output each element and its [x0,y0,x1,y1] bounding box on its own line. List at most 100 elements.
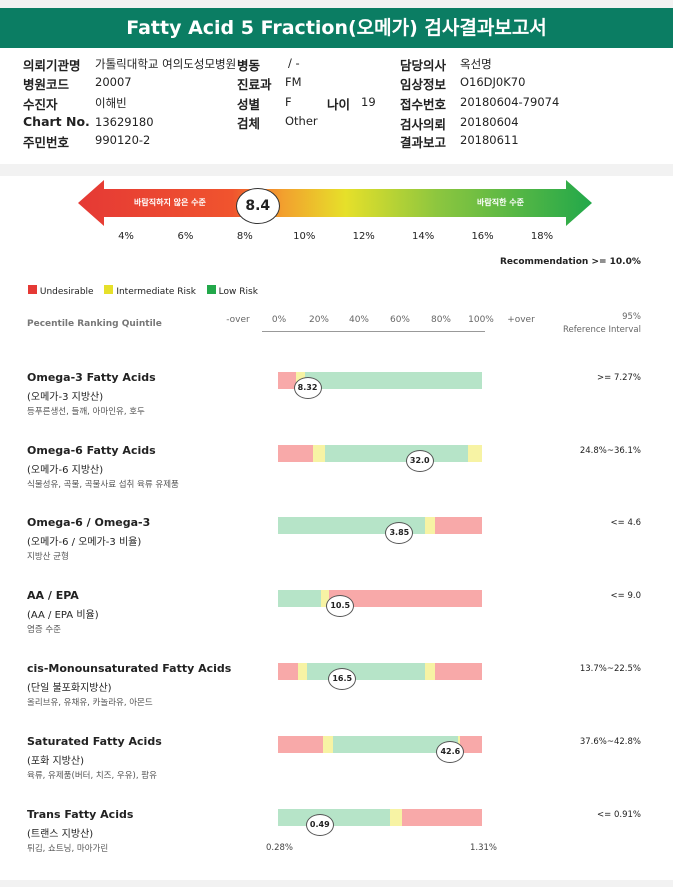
age-value: 19 [361,95,376,109]
ward-value: / - [288,56,300,70]
result-bar [278,663,482,680]
sex-value: F [285,95,292,109]
ref-header-interval: Reference Interval [562,325,641,335]
scale-tick-label: 0% [271,315,287,325]
id-value: 990120-2 [95,133,151,147]
reference-interval: <= 0.91% [597,810,641,820]
legend-low: Low Risk [218,287,258,297]
gauge-tick-label: 8% [236,231,253,242]
bar-segment-red [435,517,482,534]
receipt-label: 접수번호 [400,97,447,112]
result-subtitle: (오메가-6 지방산) [27,465,104,476]
result-subtitle: (오메가-3 지방산) [27,392,104,403]
result-bar [278,517,482,534]
result-subtitle: (트랜스 지방산) [27,829,94,840]
result-note: 올리브유, 유채유, 카놀라유, 아몬드 [27,698,153,708]
result-subtitle: (오메가-6 / 오메가-3 비율) [27,537,142,548]
institution-value: 가톨릭대학교 여의도성모병원 [95,57,237,71]
reference-interval: 13.7%~22.5% [579,664,641,674]
bar-segment-green [278,590,321,607]
bar-segment-red [278,663,299,680]
result-value-marker: 3.85 [385,522,414,544]
bar-segment-yellow [298,663,307,680]
scale-tick-label: 20% [308,315,329,325]
result-title: Omega-3 Fatty Acids [27,371,156,384]
result-note: 육류, 유제품(버터, 치즈, 우유), 팜유 [27,771,157,781]
gauge-tick-label: 18% [530,231,554,242]
receipt-value: 20180604-79074 [460,95,560,109]
examinee-value: 이해빈 [95,96,127,110]
legend-yellow-swatch [104,285,114,294]
dept-label: 진료과 [237,77,272,92]
gauge-tick-label: 4% [118,231,134,242]
gauge-tick-label: 12% [352,231,375,242]
gauge-tick-label: 10% [293,231,316,242]
result-subtitle: (단일 불포화지방산) [27,683,112,694]
scale-tick-label: 60% [389,315,410,325]
result-note: 지방산 균형 [27,552,69,562]
result-note: 튀김, 쇼트닝, 마아가린 [27,844,109,854]
result-title: Omega-6 / Omega-3 [27,516,151,529]
clinical-value: O16DJ0K70 [460,75,526,89]
bar-segment-yellow [312,445,325,462]
result-bar [278,590,482,607]
result-value-marker: 10.5 [326,595,355,617]
hospital-code-label: 병원코드 [23,77,70,92]
bar-segment-red [278,445,313,462]
scale-line [262,331,485,332]
result-note: 식물성유, 곡물, 곡물사료 섭취 육류 유제품 [27,480,179,490]
bar-segment-yellow [322,736,334,753]
request-value: 20180604 [460,115,519,129]
result-title: Saturated Fatty Acids [27,735,162,748]
omega3-index-gauge [78,180,592,226]
clinical-label: 임상정보 [400,77,447,92]
id-label: 주민번호 [23,135,70,150]
result-note: 염증 수준 [27,625,61,635]
sex-label: 성별 [237,97,261,112]
result-title: Omega-6 Fatty Acids [27,444,156,457]
gauge-value-marker: 8.4 [235,188,280,224]
institution-label: 의뢰기관명 [23,58,81,73]
specimen-label: 검체 [237,116,261,131]
report-date-label: 결과보고 [400,135,447,150]
result-title: Trans Fatty Acids [27,808,134,821]
result-title: cis-Monounsaturated Fatty Acids [27,662,232,675]
report-title: Fatty Acid 5 Fraction(오메가) 검사결과보고서 [0,8,673,48]
range-max-label: 1.31% [470,843,498,853]
gauge-arrow [78,180,592,226]
result-title: AA / EPA [27,589,79,602]
legend-green-swatch [206,285,216,294]
age-label: 나이 [327,97,351,112]
doctor-label: 담당의사 [400,58,447,73]
reference-interval: >= 7.27% [597,373,641,383]
result-value-marker: 8.32 [293,377,322,399]
scale-tick-label: +over [507,315,535,325]
chart-no-value: 13629180 [95,115,154,129]
gauge-tick-label: 14% [412,231,435,242]
ward-label: 병동 [237,58,261,73]
chart-no-label: Chart No. [23,114,90,129]
reference-interval: 37.6%~42.8% [579,737,641,747]
result-bar [278,372,482,389]
bar-segment-yellow [424,517,436,534]
bar-segment-red [435,663,482,680]
legend: Undesirable Intermediate Risk Low Risk [28,285,258,297]
bar-segment-red [278,736,323,753]
scale-tick-label: 40% [348,315,369,325]
legend-red-swatch [28,285,37,294]
result-value-marker: 0.49 [305,814,334,836]
result-subtitle: (AA / EPA 비율) [27,610,99,621]
gauge-left-label: 바람직하지 않은 수준 [134,198,206,207]
bar-segment-red [402,809,482,826]
bar-segment-yellow [390,809,403,826]
bar-segment-yellow [320,590,329,607]
ref-header-95: 95% [622,312,641,322]
examinee-label: 수진자 [23,97,58,112]
result-subtitle: (포화 지방산) [27,756,84,767]
reference-interval: 24.8%~36.1% [579,446,641,456]
result-bar [278,445,482,462]
bar-segment-yellow [467,445,482,462]
bar-segment-green [324,445,468,462]
scale-label: Pecentile Ranking Quintile [27,319,162,329]
report-date-value: 20180611 [460,133,519,147]
